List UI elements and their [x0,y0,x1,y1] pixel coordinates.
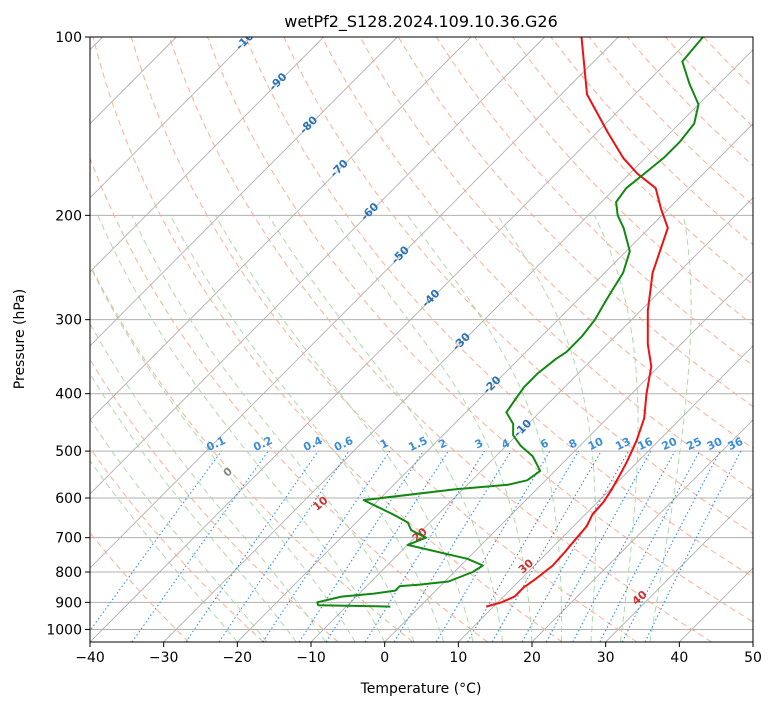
y-tick-label: 200 [55,208,82,224]
x-tick-label: −20 [223,650,253,666]
y-tick-label: 800 [55,565,82,581]
y-tick-label: 1000 [46,622,82,638]
y-axis-label: Pressure (hPa) [12,289,28,389]
x-tick-label: 30 [597,650,615,666]
x-tick-label: 50 [744,650,762,666]
x-axis-label: Temperature (°C) [360,681,482,697]
y-tick-label: 100 [55,30,82,46]
x-tick-label: 20 [523,650,541,666]
y-tick-label: 500 [55,444,82,460]
y-tick-label: 600 [55,491,82,507]
x-tick-label: 0 [380,650,389,666]
y-tick-label: 300 [55,313,82,329]
x-tick-label: −30 [149,650,179,666]
x-tick-label: −10 [296,650,326,666]
x-tick-label: −40 [75,650,105,666]
y-tick-label: 700 [55,531,82,547]
x-tick-label: 40 [670,650,688,666]
y-tick-label: 400 [55,387,82,403]
isotherm-line [753,37,775,642]
y-tick-label: 900 [55,595,82,611]
x-tick-label: 10 [449,650,467,666]
chart-title: wetPf2_S128.2024.109.10.36.G26 [284,12,558,32]
plot-background [90,37,753,642]
